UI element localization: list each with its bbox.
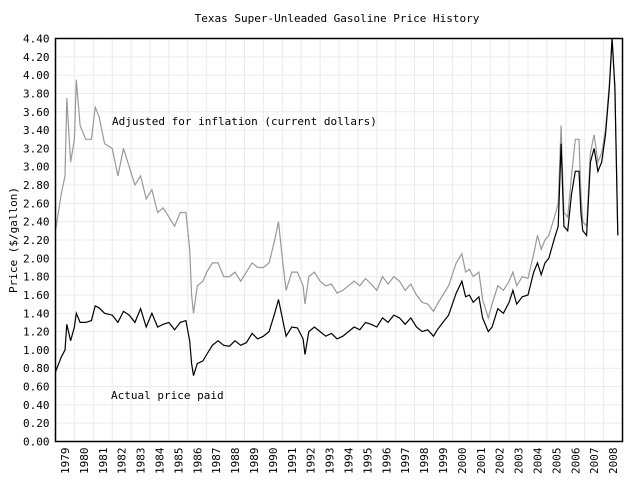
x-tick-label: 1984 <box>153 447 166 474</box>
x-tick-label: 2002 <box>494 448 507 475</box>
x-tick-label: 1998 <box>418 448 431 475</box>
x-tick-label: 1985 <box>172 448 185 475</box>
y-tick-label: 1.20 <box>23 326 50 339</box>
series-line-actual <box>54 38 619 376</box>
y-tick-label: 2.20 <box>23 234 50 247</box>
series-line-adjusted <box>54 38 619 321</box>
x-tick-label: 2007 <box>588 448 601 475</box>
x-tick-label: 1990 <box>267 448 280 475</box>
x-tick-label: 2001 <box>475 448 488 475</box>
x-tick-label: 1992 <box>305 448 318 475</box>
x-axis-ticks: 1979 1980 1981 1982 1983 1984 1985 1986 1987 1988… <box>59 447 620 474</box>
y-tick-label: 4.20 <box>23 51 50 64</box>
y-tick-label: 3.20 <box>23 142 50 155</box>
grid <box>55 38 623 442</box>
x-tick-label: 2005 <box>550 448 563 475</box>
x-tick-label: 1980 <box>78 448 91 475</box>
y-tick-label: 1.80 <box>23 271 50 284</box>
y-tick-label: 3.60 <box>23 106 50 119</box>
y-tick-label: 0.40 <box>23 399 50 412</box>
x-tick-label: 1999 <box>437 448 450 475</box>
x-tick-label: 1997 <box>399 448 412 475</box>
y-tick-label: 1.40 <box>23 307 50 320</box>
x-tick-label: 1989 <box>248 448 261 475</box>
y-tick-label: 4.00 <box>23 69 50 82</box>
y-axis-ticks: 0.00 0.20 0.40 0.60 0.80 1.00 1.20 1.40 1.60 1.80… <box>23 33 50 449</box>
y-tick-label: 4.40 <box>23 33 50 46</box>
x-tick-label: 1993 <box>324 448 337 475</box>
y-tick-label: 0.80 <box>23 362 50 375</box>
annotation-adjusted: Adjusted for inflation (current dollars) <box>112 115 377 128</box>
x-tick-label: 1991 <box>286 448 299 475</box>
y-tick-label: 2.80 <box>23 179 50 192</box>
y-tick-label: 2.60 <box>23 197 50 210</box>
annotation-actual: Actual price paid <box>111 389 224 402</box>
x-tick-label: 1996 <box>380 448 393 475</box>
y-tick-label: 1.00 <box>23 344 50 357</box>
x-tick-label: 2004 <box>531 447 544 474</box>
x-tick-label: 1995 <box>361 448 374 475</box>
y-tick-label: 2.00 <box>23 252 50 265</box>
plot-frame <box>54 37 624 443</box>
x-tick-label: 1987 <box>210 448 223 475</box>
y-tick-label: 0.60 <box>23 381 50 394</box>
y-tick-label: 1.60 <box>23 289 50 302</box>
x-tick-label: 1994 <box>342 447 355 474</box>
x-tick-label: 1986 <box>191 448 204 475</box>
x-tick-label: 2003 <box>513 448 526 475</box>
x-tick-label: 1982 <box>116 448 129 475</box>
x-tick-label: 2008 <box>607 448 620 475</box>
y-tick-label: 0.00 <box>23 436 50 449</box>
y-tick-label: 3.00 <box>23 161 50 174</box>
x-tick-label: 1979 <box>59 448 72 475</box>
x-tick-label: 1988 <box>229 448 242 475</box>
x-tick-label: 2006 <box>569 448 582 475</box>
chart-title: Texas Super-Unleaded Gasoline Price Hist… <box>195 12 480 25</box>
y-tick-label: 3.80 <box>23 87 50 100</box>
y-axis-label: Price ($/gallon) <box>7 187 20 293</box>
x-tick-label: 1981 <box>97 448 110 475</box>
y-tick-label: 2.40 <box>23 216 50 229</box>
x-tick-label: 2000 <box>456 448 469 475</box>
y-tick-label: 0.20 <box>23 417 50 430</box>
y-tick-label: 3.40 <box>23 124 50 137</box>
x-tick-label: 1983 <box>135 448 148 475</box>
series-lines <box>54 38 619 376</box>
